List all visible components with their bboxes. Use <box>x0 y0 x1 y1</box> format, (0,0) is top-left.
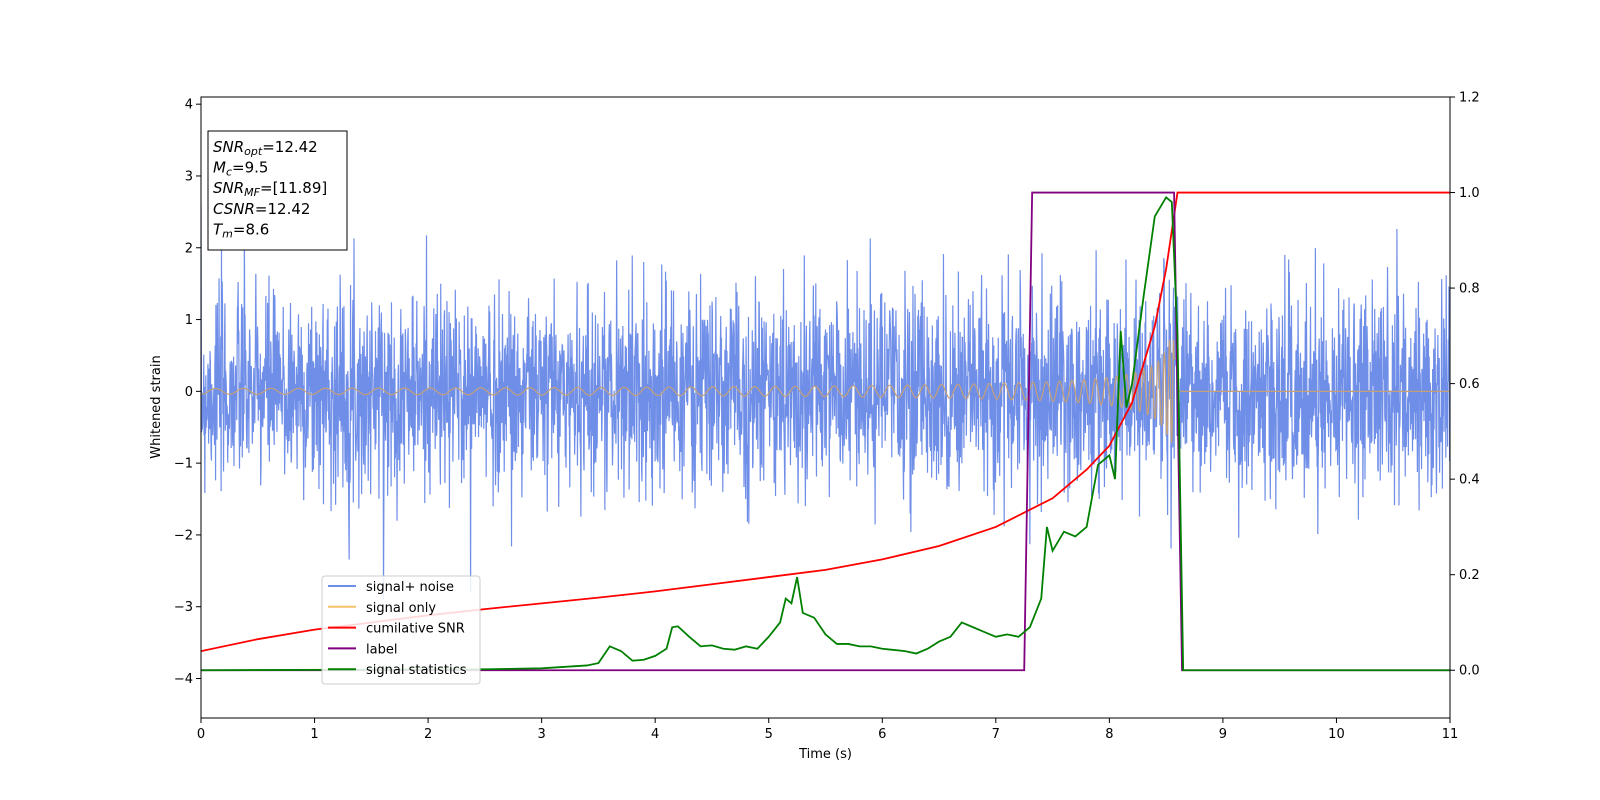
info-box-row: Tm=8.6 <box>213 220 269 240</box>
x-tick-label: 7 <box>992 727 1000 742</box>
y2-tick-label: 0.8 <box>1459 282 1480 297</box>
plot-frame <box>200 96 1451 719</box>
y-tick-label: −1 <box>174 457 193 472</box>
info-box-row: SNRMF=[11.89] <box>213 179 327 199</box>
y-tick-label: −4 <box>174 672 193 687</box>
y-tick-label: 2 <box>185 241 193 256</box>
y2-tick-label: 1.0 <box>1459 186 1480 201</box>
x-axis-label: Time (s) <box>798 747 852 762</box>
y-tick-label: −2 <box>174 528 193 543</box>
legend-label: label <box>366 642 397 657</box>
y-tick-label: 4 <box>185 98 193 113</box>
info-box-row: SNRopt=12.42 <box>213 138 318 158</box>
series-signal-statistics-line <box>201 195 1450 672</box>
y2-tick-label: 1.2 <box>1459 91 1480 106</box>
y2-tick-label: 0.0 <box>1459 664 1480 679</box>
info-box-row: Mc=9.5 <box>213 159 268 179</box>
info-box: SNRopt=12.42Mc=9.5SNRMF=[11.89]CSNR=12.4… <box>207 130 348 251</box>
series-signal-noise-line <box>201 204 1450 599</box>
legend-frame <box>321 575 481 685</box>
legend-label: signal+ noise <box>366 580 454 595</box>
y-axis-label: Whitened strain <box>149 355 164 458</box>
y-tick-label: 3 <box>185 169 193 184</box>
y2-axis-ticks: 1.2 1.0 0.8 0.6 0.4 0.2 0.0 <box>1450 91 1480 679</box>
x-tick-label: 8 <box>1105 727 1113 742</box>
y2-tick-label: 0.6 <box>1459 377 1480 392</box>
legend-label: cumilative SNR <box>366 622 465 637</box>
x-tick-label: 5 <box>765 727 773 742</box>
y-tick-label: −3 <box>174 600 193 615</box>
x-tick-label: 11 <box>1442 727 1459 742</box>
x-tick-label: 4 <box>651 727 659 742</box>
series-signal-only-line <box>201 339 1450 444</box>
legend: signal+ noise signal only cumilative SNR la… <box>321 575 481 685</box>
info-box-row: CSNR=12.42 <box>213 200 310 218</box>
x-tick-label: 3 <box>537 727 545 742</box>
x-tick-label: 0 <box>197 727 205 742</box>
info-box-frame <box>207 130 348 251</box>
x-tick-label: 1 <box>310 727 318 742</box>
x-tick-label: 9 <box>1219 727 1227 742</box>
y-tick-label: 1 <box>185 313 193 328</box>
x-tick-label: 10 <box>1328 727 1345 742</box>
y2-tick-label: 0.2 <box>1459 568 1480 583</box>
x-axis-ticks: 0 1 2 3 4 5 6 7 8 9 10 11 <box>197 718 1458 742</box>
y-axis-ticks: 4 3 2 1 0 −1 −2 −3 −4 <box>174 98 201 687</box>
x-tick-label: 6 <box>878 727 886 742</box>
legend-label: signal only <box>366 601 436 616</box>
y-tick-label: 0 <box>185 385 193 400</box>
legend-label: signal statistics <box>366 663 467 678</box>
x-tick-label: 2 <box>424 727 432 742</box>
y2-tick-label: 0.4 <box>1459 473 1480 488</box>
